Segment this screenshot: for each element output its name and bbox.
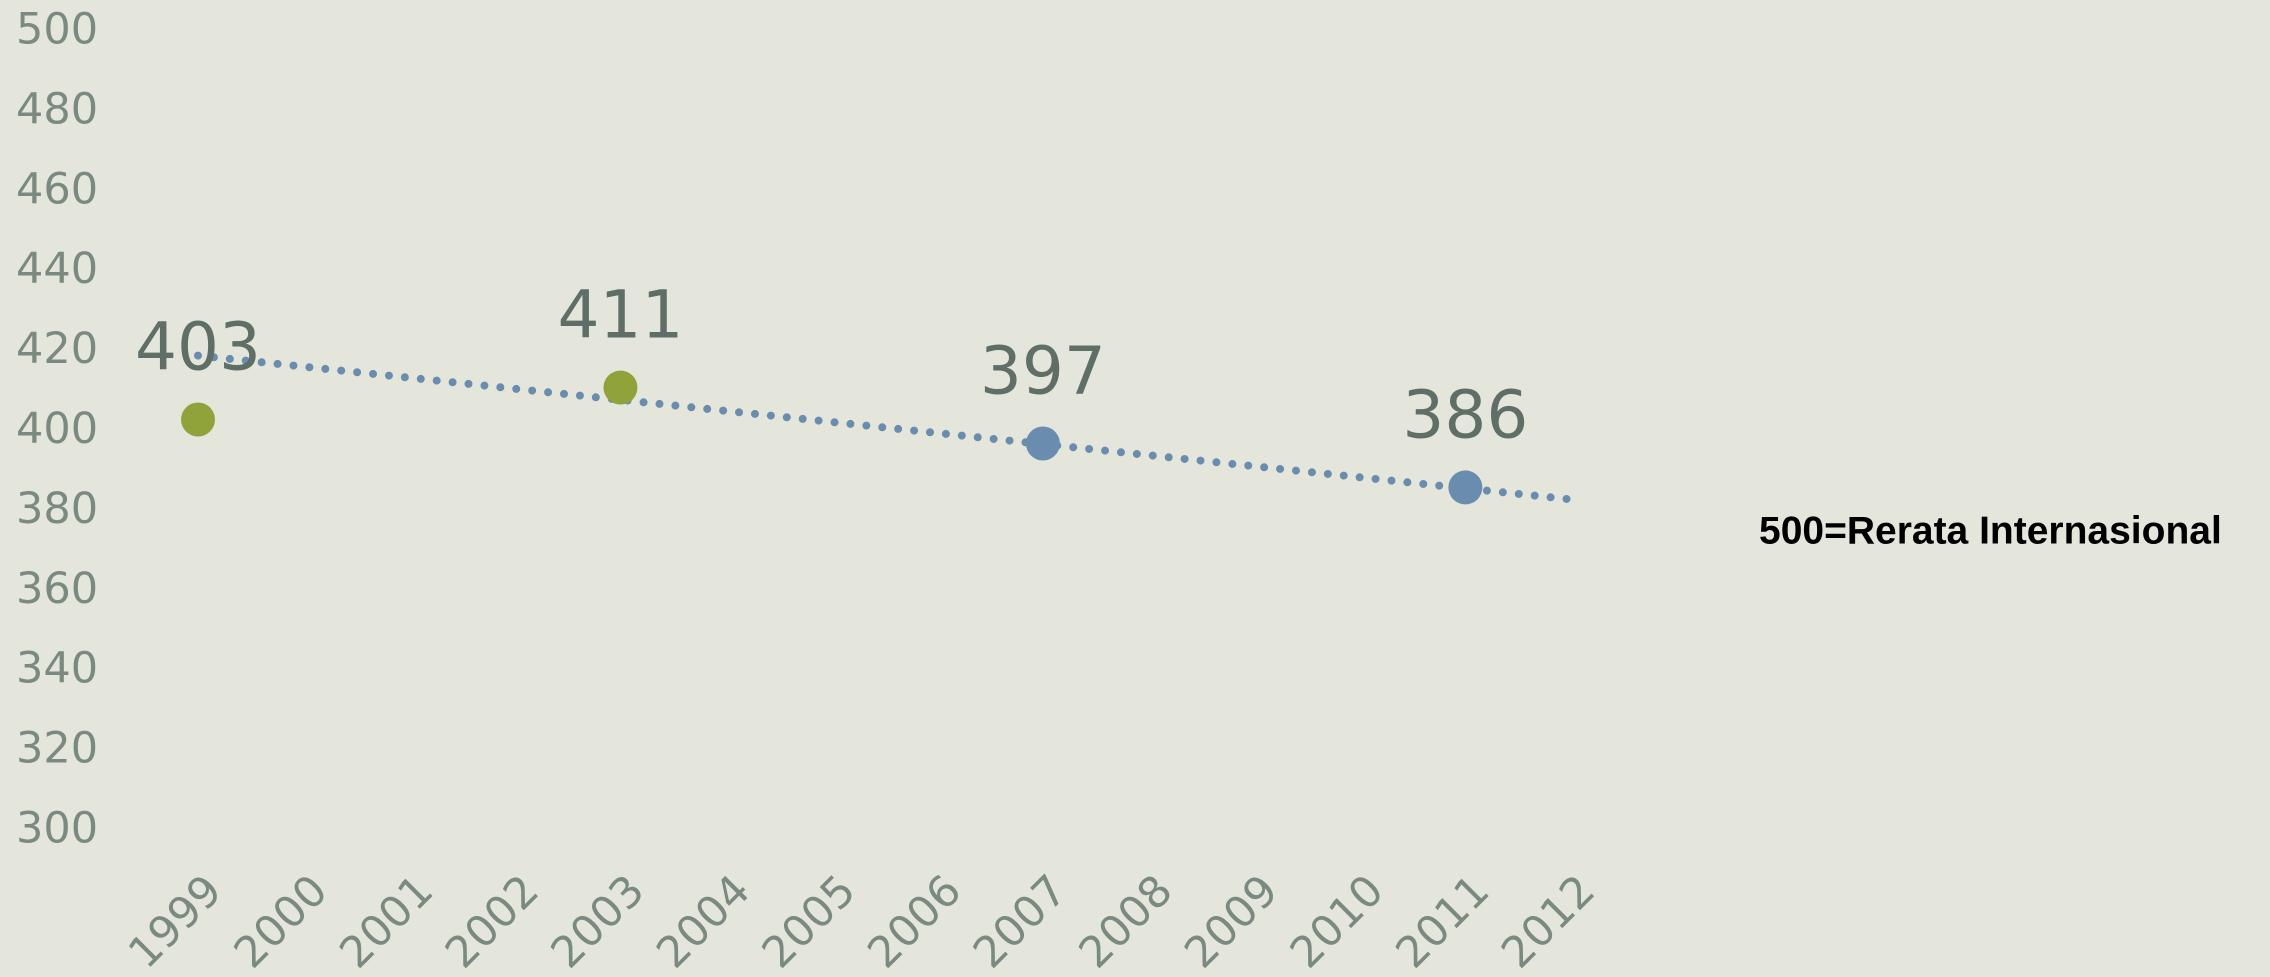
y-tick-label: 300 (16, 804, 98, 854)
data-label: 411 (557, 277, 683, 354)
y-tick-label: 320 (16, 724, 98, 774)
y-tick-label: 360 (16, 564, 98, 614)
data-label: 397 (980, 333, 1106, 410)
y-tick-label: 420 (16, 324, 98, 374)
y-tick-label: 440 (16, 244, 98, 294)
y-tick-label: 400 (16, 404, 98, 454)
y-tick-label: 500 (16, 5, 98, 55)
point (603, 370, 638, 405)
data-label: 403 (135, 309, 261, 386)
annotation: 500=Rerata Internasional (1759, 509, 2222, 552)
y-tick-label: 380 (16, 484, 98, 534)
y-tick-label: 480 (16, 84, 98, 134)
trendline (194, 351, 1575, 504)
y-tick-label: 340 (16, 644, 98, 694)
point (1025, 426, 1060, 461)
y-tick-label: 460 (16, 164, 98, 214)
point (1448, 470, 1483, 505)
point (181, 402, 215, 437)
data-label: 386 (1402, 376, 1528, 453)
